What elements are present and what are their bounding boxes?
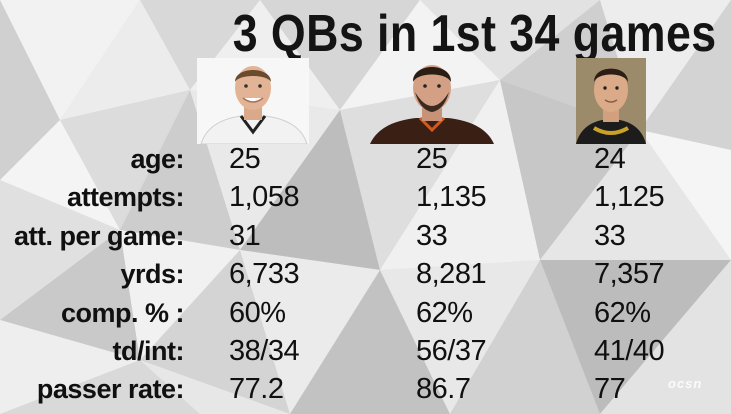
player-1-att-per-game: 31 — [229, 220, 261, 252]
stat-label-attempts: attempts: — [66, 182, 185, 212]
stat-label-age: age: — [130, 144, 184, 174]
player-3-td-int: 41/40 — [594, 335, 665, 367]
player-3-headshot — [576, 58, 646, 144]
player-2-passer-rate: 86.7 — [416, 373, 471, 405]
player-1-passer-rate: 77.2 — [229, 373, 284, 405]
stat-label-att-per-game: att. per game: — [13, 221, 185, 251]
stat-label-td-int: td/int: — [112, 336, 185, 366]
player-3-att-per-game: 33 — [594, 220, 626, 252]
stat-label-passer-rate: passer rate: — [36, 374, 185, 404]
player-1-td-int: 38/34 — [229, 335, 300, 367]
player-1-headshot — [197, 58, 309, 144]
player-3-passer-rate: 77 — [594, 373, 626, 405]
qb-headshot-white-jersey-icon — [197, 58, 309, 144]
graphic-title: 3 QBs in 1st 34 games — [233, 5, 717, 63]
player-1-age: 25 — [229, 143, 261, 175]
player-2-att-per-game: 33 — [416, 220, 448, 252]
qb-headshot-black-gold-jersey-icon — [576, 58, 646, 144]
player-2-attempts: 1,135 — [416, 181, 487, 213]
qb-headshot-brown-jersey-icon — [370, 65, 494, 144]
player-3-comp-pct: 62% — [594, 297, 651, 329]
stat-label-comp-pct: comp. % : — [60, 298, 185, 328]
player-2-comp-pct: 62% — [416, 297, 473, 329]
player-1-yrds: 6,733 — [229, 258, 300, 290]
player-3-age: 24 — [594, 143, 626, 175]
player-2-headshot — [370, 58, 494, 144]
player-2-yrds: 8,281 — [416, 258, 487, 290]
network-watermark-logo: ocsn — [668, 376, 703, 391]
player-3-yrds: 7,357 — [594, 258, 665, 290]
player-2-td-int: 56/37 — [416, 335, 487, 367]
stat-label-yrds: yrds: — [120, 259, 184, 289]
player-1-attempts: 1,058 — [229, 181, 300, 213]
player-1-comp-pct: 60% — [229, 297, 286, 329]
player-2-age: 25 — [416, 143, 448, 175]
player-3-attempts: 1,125 — [594, 181, 665, 213]
